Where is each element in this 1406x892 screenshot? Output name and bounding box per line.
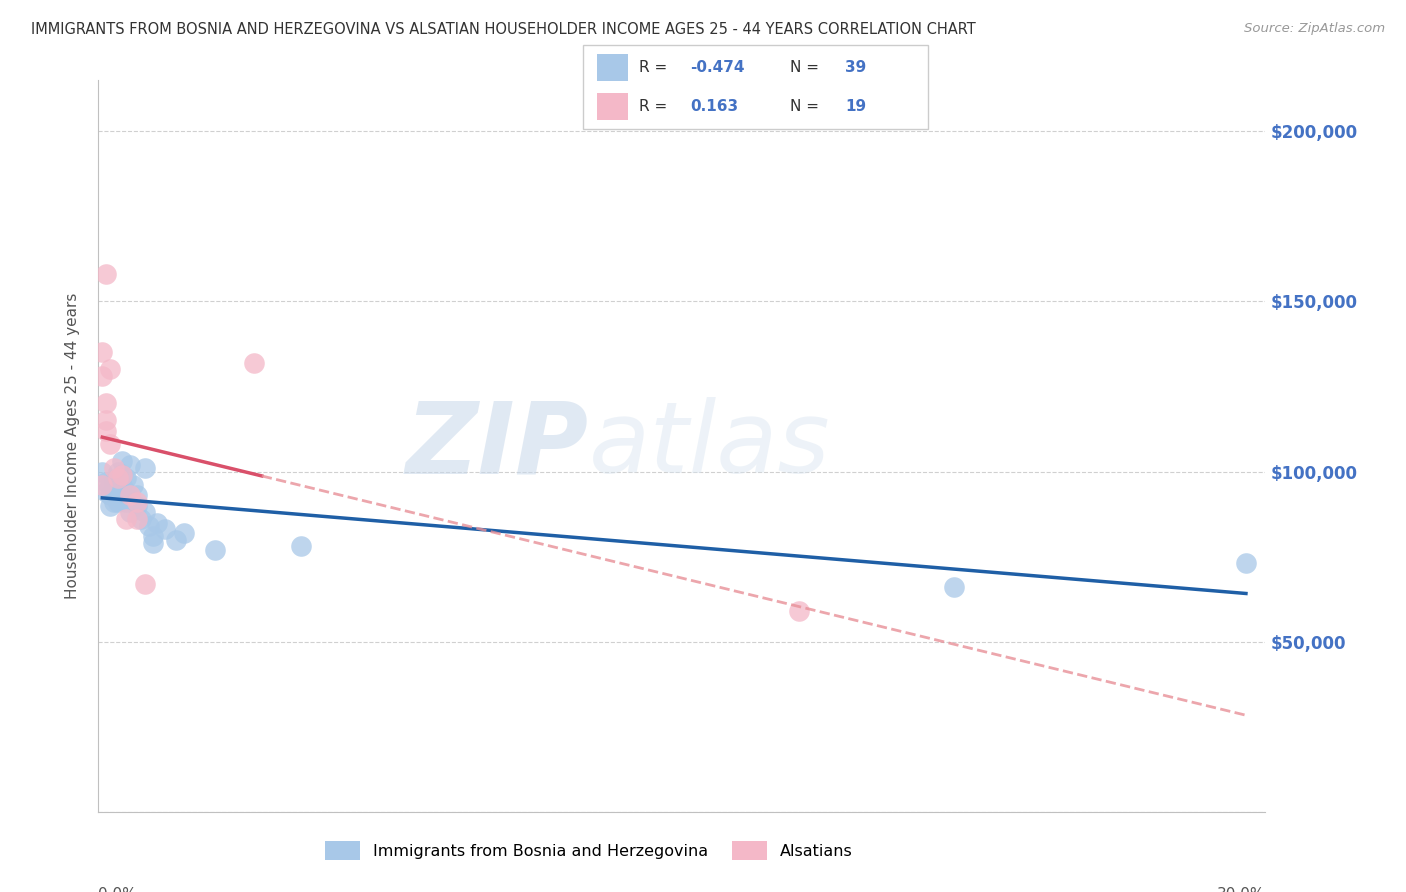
Point xyxy=(142,529,165,543)
Point xyxy=(96,413,118,427)
Point xyxy=(91,478,114,492)
Bar xyxy=(598,54,628,81)
Text: R =: R = xyxy=(638,60,672,75)
Point xyxy=(98,362,121,376)
Text: N =: N = xyxy=(790,99,824,114)
Point xyxy=(118,458,141,472)
Point xyxy=(127,488,149,502)
Point xyxy=(142,536,165,550)
Point xyxy=(127,499,149,513)
Point xyxy=(138,519,160,533)
Point xyxy=(114,484,136,499)
Legend: Immigrants from Bosnia and Herzegovina, Alsatians: Immigrants from Bosnia and Herzegovina, … xyxy=(318,835,859,866)
Point xyxy=(943,580,966,594)
Point xyxy=(107,471,129,485)
Point xyxy=(107,478,129,492)
Point xyxy=(127,495,149,509)
Point xyxy=(98,499,121,513)
Point xyxy=(134,576,156,591)
Bar xyxy=(598,93,628,120)
Point xyxy=(127,512,149,526)
Point xyxy=(204,542,226,557)
Point xyxy=(114,471,136,485)
Point xyxy=(103,461,125,475)
Point xyxy=(91,369,114,384)
Text: ZIP: ZIP xyxy=(405,398,589,494)
Point xyxy=(146,516,169,530)
Point xyxy=(1234,557,1257,571)
Text: R =: R = xyxy=(638,99,672,114)
Text: IMMIGRANTS FROM BOSNIA AND HERZEGOVINA VS ALSATIAN HOUSEHOLDER INCOME AGES 25 - : IMMIGRANTS FROM BOSNIA AND HERZEGOVINA V… xyxy=(31,22,976,37)
Point xyxy=(173,525,195,540)
Text: N =: N = xyxy=(790,60,824,75)
Point xyxy=(118,488,141,502)
Text: Source: ZipAtlas.com: Source: ZipAtlas.com xyxy=(1244,22,1385,36)
Point xyxy=(107,465,129,479)
Point xyxy=(114,495,136,509)
Point xyxy=(107,484,129,499)
Point xyxy=(96,267,118,281)
Text: 0.163: 0.163 xyxy=(690,99,738,114)
Point xyxy=(111,491,134,506)
Point xyxy=(111,478,134,492)
Point xyxy=(111,467,134,482)
Point xyxy=(129,512,152,526)
Point xyxy=(98,478,121,492)
Text: atlas: atlas xyxy=(589,398,830,494)
Point xyxy=(114,512,136,526)
Point xyxy=(107,495,129,509)
Point xyxy=(91,465,114,479)
Text: 39: 39 xyxy=(845,60,866,75)
Point xyxy=(98,488,121,502)
Point xyxy=(91,345,114,359)
Text: 0.0%: 0.0% xyxy=(98,887,138,892)
Point xyxy=(96,475,118,489)
Point xyxy=(118,505,141,519)
Point xyxy=(787,604,810,618)
Point xyxy=(134,461,156,475)
Point xyxy=(111,454,134,468)
Point xyxy=(96,484,118,499)
Point xyxy=(134,505,156,519)
Y-axis label: Householder Income Ages 25 - 44 years: Householder Income Ages 25 - 44 years xyxy=(65,293,80,599)
Point xyxy=(103,475,125,489)
Text: 30.0%: 30.0% xyxy=(1218,887,1265,892)
Point xyxy=(98,437,121,451)
Point xyxy=(96,424,118,438)
Point xyxy=(111,467,134,482)
Point xyxy=(290,540,312,554)
Text: 19: 19 xyxy=(845,99,866,114)
Point xyxy=(153,522,176,536)
Point xyxy=(96,396,118,410)
Point xyxy=(103,495,125,509)
Point xyxy=(243,356,266,370)
Point xyxy=(103,488,125,502)
Text: -0.474: -0.474 xyxy=(690,60,745,75)
Point xyxy=(165,533,187,547)
Point xyxy=(122,478,145,492)
